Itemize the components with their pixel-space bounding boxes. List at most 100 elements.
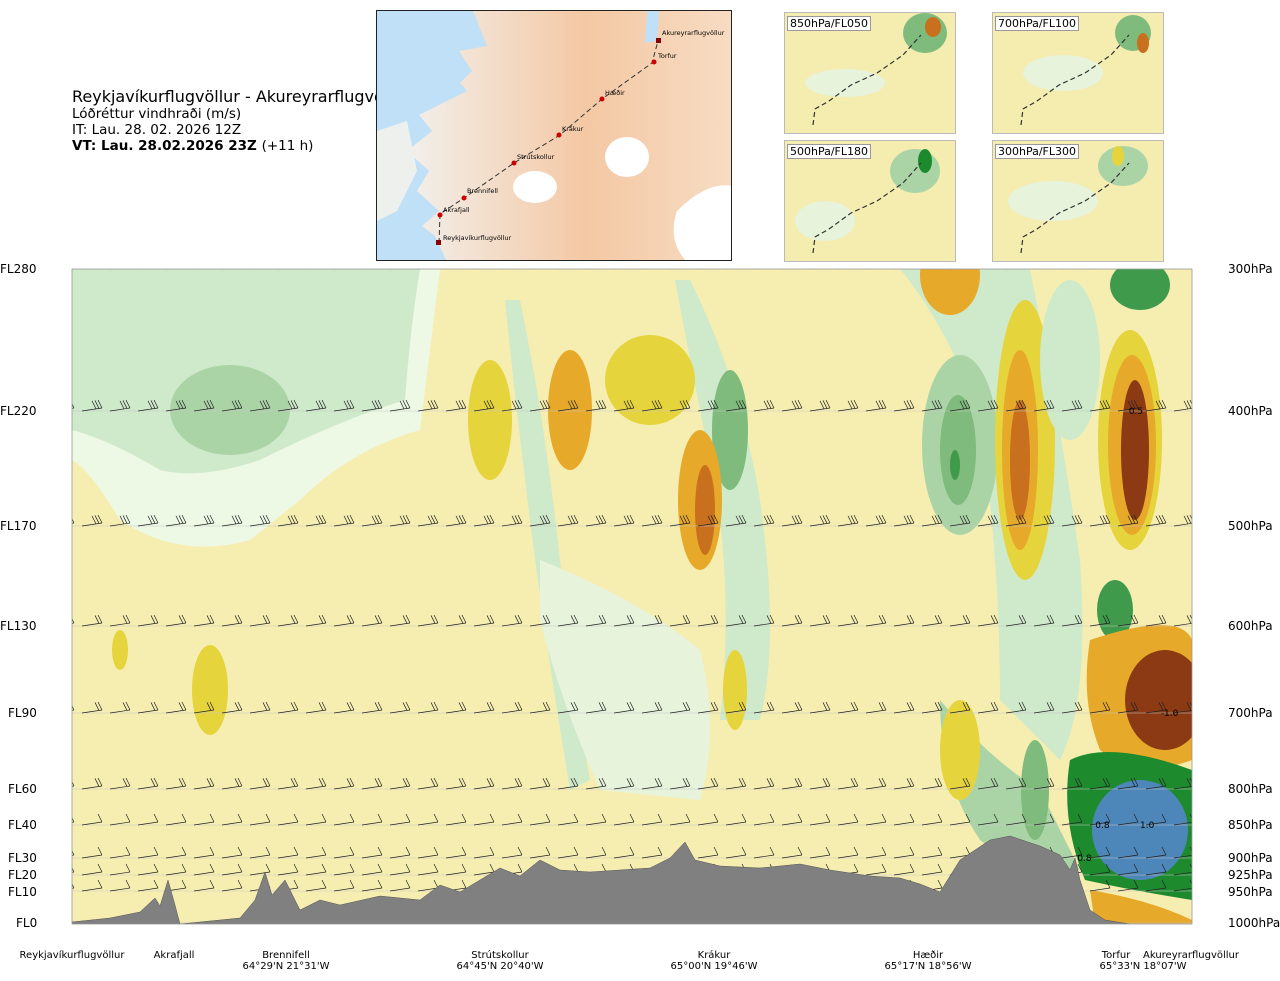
wind-barb xyxy=(1033,399,1055,412)
wind-barb xyxy=(1145,879,1167,892)
wind-barb xyxy=(193,863,215,876)
wind-barb xyxy=(1173,614,1192,627)
wind-barb xyxy=(1034,269,1037,270)
wind-barb xyxy=(1005,813,1027,826)
wind-barb xyxy=(137,614,159,627)
wind-barb xyxy=(389,846,411,859)
thumb-700hpa-svg xyxy=(993,13,1163,133)
wind-barb xyxy=(417,399,439,412)
waypoint-label: Hæðir 65°17'N 18°56'W xyxy=(884,950,972,972)
wind-barb xyxy=(1117,879,1139,892)
waypoint-akrafjall xyxy=(437,212,443,218)
wind-barb xyxy=(557,614,579,627)
wind-barb xyxy=(333,399,355,412)
wind-barb xyxy=(222,269,225,270)
waypoint-torfur xyxy=(651,59,657,65)
wind-barb xyxy=(72,850,75,856)
wind-barb xyxy=(72,867,75,873)
wind-barb xyxy=(361,399,383,412)
map-label-akureyri: Akureyrarflugvöllur xyxy=(662,29,725,37)
contour-label: 0.8 xyxy=(1095,821,1110,831)
waypoint-label: Torfur xyxy=(1101,950,1131,961)
wind-barb xyxy=(334,269,337,270)
glacier-1 xyxy=(605,137,649,177)
wind-barb xyxy=(249,846,271,859)
wind-barb xyxy=(389,614,411,627)
wind-barb xyxy=(110,269,113,270)
wind-barb xyxy=(977,514,999,527)
field-region xyxy=(540,560,710,800)
wind-barb xyxy=(1145,614,1167,627)
wind-barb xyxy=(417,614,439,627)
wind-barb xyxy=(417,863,439,876)
wind-barb xyxy=(501,399,523,412)
field-region xyxy=(695,465,715,555)
wind-barb xyxy=(137,399,159,412)
fl-tick: FL0 xyxy=(16,916,38,930)
wind-barb xyxy=(529,777,551,790)
thumb-label: 700hPa/FL100 xyxy=(995,16,1080,31)
wind-barb xyxy=(1006,269,1009,270)
wind-barb xyxy=(473,399,495,412)
wind-barb xyxy=(670,269,673,270)
wind-barb xyxy=(389,879,411,892)
wind-barb xyxy=(725,514,747,527)
wind-barb xyxy=(613,777,635,790)
wind-barb xyxy=(809,399,831,412)
wind-barb xyxy=(894,269,897,270)
map-label-reykjavik: Reykjavíkurflugvöllur xyxy=(443,234,512,242)
wind-barb xyxy=(949,614,971,627)
wind-barb xyxy=(109,846,131,859)
wind-barb xyxy=(837,701,859,714)
terrain xyxy=(72,835,1131,924)
wind-barb xyxy=(838,269,841,270)
fl-tick: FL60 xyxy=(8,782,37,796)
wind-barb xyxy=(641,399,663,412)
wind-barb xyxy=(333,701,355,714)
thumb-blob xyxy=(925,17,941,37)
wind-barb xyxy=(949,701,971,714)
thumb-850hpa[interactable]: 850hPa/FL050 xyxy=(784,12,956,134)
thumb-route xyxy=(812,162,922,254)
wind-barb xyxy=(333,813,355,826)
thumb-500hpa[interactable]: 500hPa/FL180 xyxy=(784,140,956,262)
wind-barb xyxy=(949,777,971,790)
wind-barbs xyxy=(72,269,1192,892)
field-region xyxy=(712,370,748,490)
thumb-blob xyxy=(918,149,932,173)
fl-tick: FL20 xyxy=(8,868,37,882)
wind-barb xyxy=(754,269,757,270)
wind-barb xyxy=(921,399,943,412)
wind-barb xyxy=(193,777,215,790)
lead-time: (+11 h) xyxy=(261,137,314,154)
thumb-300hpa[interactable]: 300hPa/FL300 xyxy=(992,140,1164,262)
wind-barb xyxy=(1173,863,1192,876)
wind-barb xyxy=(1033,701,1055,714)
wind-barb xyxy=(137,813,159,826)
wind-barb xyxy=(109,777,131,790)
waypoint-label: Akureyrarflugvöllur xyxy=(1142,950,1240,961)
wind-barb xyxy=(893,614,915,627)
glacier-2 xyxy=(513,171,557,203)
wind-barb xyxy=(1117,701,1139,714)
thumb-700hpa[interactable]: 700hPa/FL100 xyxy=(992,12,1164,134)
fl-tick: FL90 xyxy=(8,706,37,720)
wind-barb xyxy=(193,846,215,859)
wind-barb xyxy=(72,705,75,711)
wind-barb xyxy=(361,614,383,627)
wind-barb xyxy=(866,269,869,270)
wind-barb xyxy=(837,813,859,826)
wind-barb xyxy=(977,614,999,627)
wind-barb xyxy=(333,879,355,892)
wind-barb xyxy=(389,399,411,412)
wind-barb xyxy=(81,399,103,412)
wind-barb xyxy=(1118,269,1121,270)
wind-barb xyxy=(557,514,579,527)
wind-barb xyxy=(277,846,299,859)
wind-barb xyxy=(1005,514,1027,527)
wind-barb xyxy=(81,514,103,527)
route-title: Reykjavíkurflugvöllur - Akureyrarflugvöl… xyxy=(72,87,410,106)
wind-barb xyxy=(949,514,971,527)
wind-barb xyxy=(249,777,271,790)
wind-barb xyxy=(809,777,831,790)
